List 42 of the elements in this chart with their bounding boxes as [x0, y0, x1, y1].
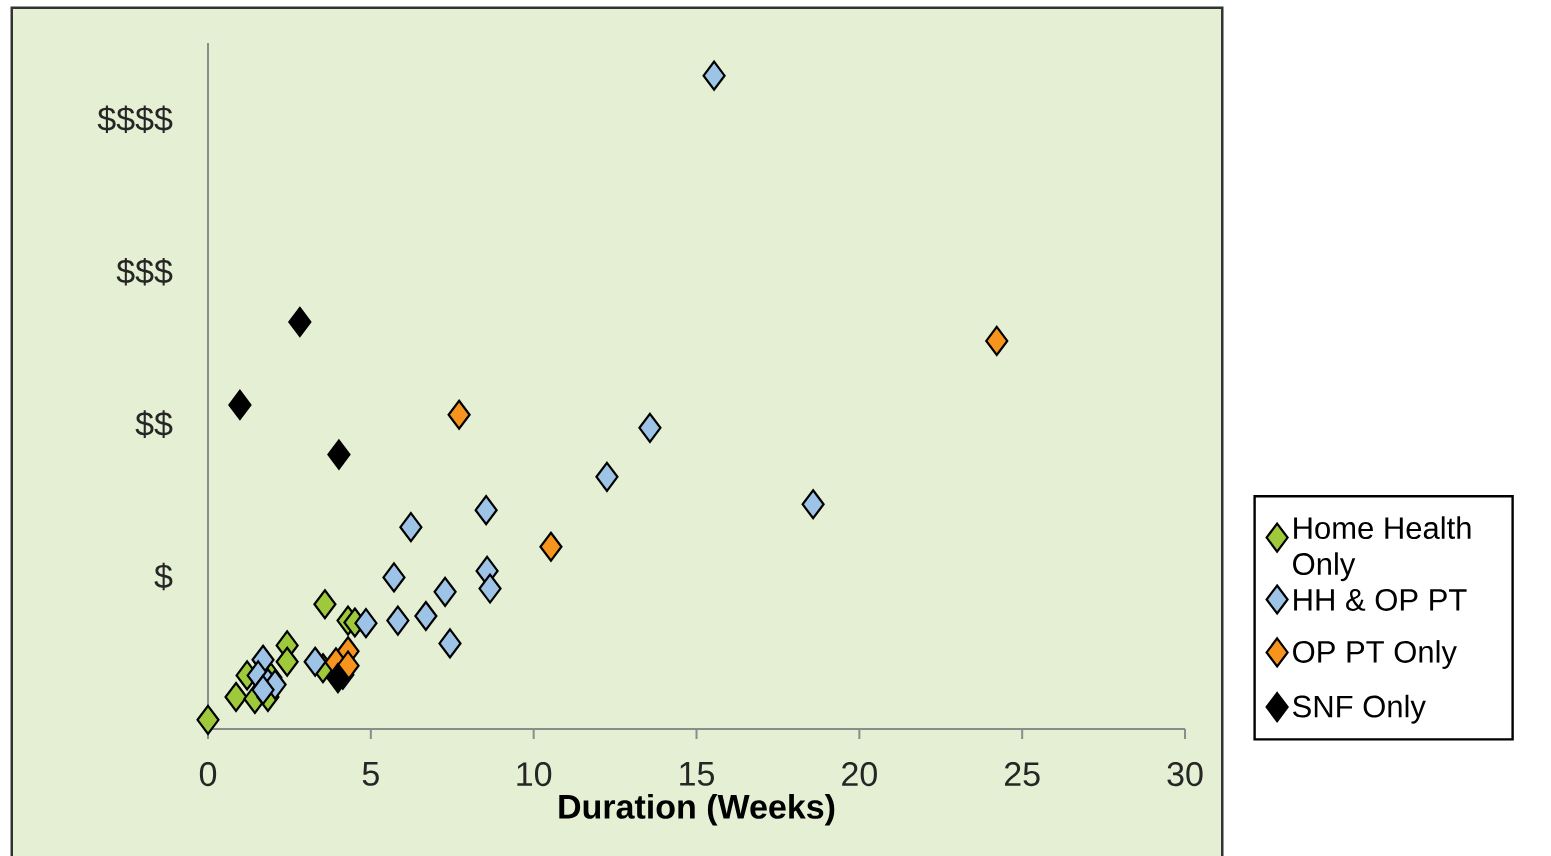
point	[196, 704, 220, 735]
x-tick-label: 30	[1167, 762, 1203, 787]
point	[303, 646, 327, 677]
point	[474, 495, 498, 526]
point	[327, 439, 351, 470]
x-tick-label: 15	[680, 762, 714, 786]
x-tick-label: 0	[199, 762, 217, 787]
point	[539, 531, 563, 562]
legend-label: HH & OP PT	[1294, 588, 1467, 611]
point	[595, 461, 619, 492]
point	[251, 674, 275, 705]
point	[638, 412, 662, 443]
x-tick-label: 20	[842, 762, 877, 787]
point	[326, 662, 350, 694]
point	[228, 389, 252, 421]
x-tick-label: 10	[517, 762, 552, 787]
legend-label: OP PT Only	[1293, 640, 1457, 669]
point	[224, 681, 248, 713]
text: $$$	[116, 257, 173, 286]
point	[985, 325, 1009, 357]
point	[447, 399, 471, 430]
point	[382, 562, 406, 593]
point	[414, 600, 438, 632]
point	[313, 589, 337, 620]
point	[354, 608, 378, 639]
legend-label: Home Health Only	[1293, 516, 1471, 582]
point	[801, 489, 825, 520]
point	[433, 576, 457, 607]
point	[288, 306, 312, 338]
text: $$	[135, 410, 173, 438]
point	[478, 573, 502, 604]
text: $	[154, 562, 173, 591]
legend-label: SNF Only	[1293, 694, 1426, 724]
point	[386, 605, 410, 636]
point	[438, 628, 462, 659]
x-axis-title: Duration (Weeks)	[559, 793, 835, 826]
point	[275, 646, 299, 677]
point	[399, 512, 423, 543]
text: $$$$	[97, 105, 173, 133]
point	[702, 60, 726, 91]
x-tick-label: 25	[1005, 762, 1040, 787]
x-tick-label: 5	[362, 762, 379, 786]
